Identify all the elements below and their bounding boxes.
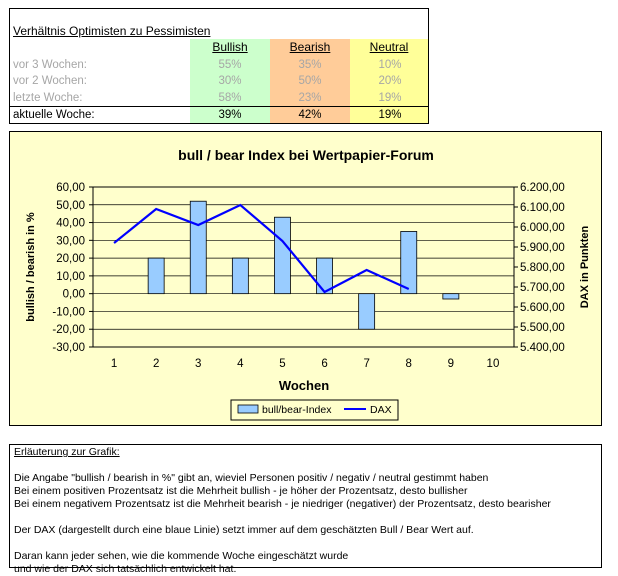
y-right-tick-label: 5.800,00 bbox=[520, 262, 565, 274]
explanation-line: Der DAX (dargestellt durch eine blaue Li… bbox=[14, 524, 474, 536]
x-tick-label: 10 bbox=[487, 358, 500, 370]
chart-svg: bull / bear Index bei Wertpapier-Forum 6… bbox=[25, 147, 591, 421]
y-right-tick-label: 6.100,00 bbox=[520, 202, 565, 214]
dax-line bbox=[113, 203, 410, 294]
y-left-tick-label: 0,00 bbox=[63, 289, 85, 301]
y-right-tick-label: 6.000,00 bbox=[520, 222, 565, 234]
cell-bearish: 50% bbox=[298, 75, 322, 87]
cell-bullish: 30% bbox=[218, 75, 242, 87]
cell-bullish: 58% bbox=[218, 92, 242, 104]
bar bbox=[358, 293, 376, 330]
row-label: letzte Woche: bbox=[13, 92, 83, 104]
explanation-heading: Erläuterung zur Grafik: bbox=[14, 446, 120, 458]
bar bbox=[231, 257, 249, 295]
table-title: Verhältnis Optimisten zu Pessimisten bbox=[13, 24, 211, 38]
row-label: aktuelle Woche: bbox=[13, 109, 95, 121]
x-tick-label: 4 bbox=[237, 358, 244, 370]
cell-neutral: 10% bbox=[378, 59, 402, 71]
y-axis-right-label: DAX in Punkten bbox=[579, 225, 591, 308]
bar bbox=[147, 257, 165, 295]
y-left-tick-label: -30,00 bbox=[52, 342, 85, 354]
explanation-box: Erläuterung zur Grafik: Die Angabe "bull… bbox=[9, 444, 602, 575]
y-left-tick-label: 10,00 bbox=[56, 271, 85, 283]
line-layer bbox=[113, 203, 410, 294]
y-right-tick-label: 5.500,00 bbox=[520, 322, 565, 334]
y-right-tick-label: 5.900,00 bbox=[520, 242, 565, 254]
cell-neutral: 19% bbox=[378, 109, 402, 121]
explanation-line: Die Angabe "bullish / bearish in %" gibt… bbox=[14, 472, 489, 484]
cell-bearish: 42% bbox=[298, 109, 322, 121]
x-tick-label: 6 bbox=[321, 358, 327, 370]
neutral-column-bg bbox=[350, 39, 428, 123]
cell-neutral: 19% bbox=[378, 92, 402, 104]
x-tick-label: 5 bbox=[279, 358, 285, 370]
cell-bearish: 35% bbox=[298, 59, 322, 71]
y-left-tick-label: 50,00 bbox=[56, 200, 85, 212]
header-neutral: Neutral bbox=[369, 40, 409, 54]
y-right-tick-label: 5.600,00 bbox=[520, 302, 565, 314]
y-axis-left-label: bullish / bearish in % bbox=[25, 212, 37, 322]
row-divider bbox=[10, 106, 428, 107]
row-label: vor 2 Wochen: bbox=[13, 75, 87, 87]
x-tick-label: 2 bbox=[153, 358, 159, 370]
header-bearish: Bearish bbox=[289, 40, 331, 54]
y-left-tick-label: 30,00 bbox=[56, 235, 85, 247]
sentiment-table: Verhältnis Optimisten zu Pessimisten Bul… bbox=[9, 8, 429, 124]
row-label: vor 3 Wochen: bbox=[13, 59, 87, 71]
bar bbox=[316, 257, 333, 295]
legend-label-bars: bull/bear-Index bbox=[262, 404, 332, 416]
bar bbox=[442, 293, 460, 300]
y-right-tick-label: 6.200,00 bbox=[520, 182, 565, 194]
x-tick-label: 7 bbox=[363, 358, 369, 370]
explanation-line: Daran kann jeder sehen, wie die kommende… bbox=[14, 550, 349, 562]
chart-panel: bull / bear Index bei Wertpapier-Forum 6… bbox=[9, 131, 602, 426]
tick-layer: 60,00 50,00 40,00 30,00 20,00 10,00 0,00 -10,00… bbox=[52, 182, 564, 370]
x-axis-label: Wochen bbox=[279, 378, 329, 393]
cell-bullish: 39% bbox=[218, 109, 242, 121]
y-left-tick-label: 40,00 bbox=[56, 218, 85, 230]
y-left-tick-label: 60,00 bbox=[56, 182, 85, 194]
legend-bar-swatch bbox=[237, 404, 259, 414]
bar bbox=[274, 216, 291, 295]
y-right-tick-label: 5.400,00 bbox=[520, 342, 565, 354]
y-left-tick-label: -10,00 bbox=[52, 306, 85, 318]
bar bbox=[400, 231, 418, 295]
y-left-tick-label: -20,00 bbox=[52, 324, 85, 336]
bullish-column-bg bbox=[190, 39, 270, 123]
legend-box bbox=[230, 399, 399, 421]
x-tick-label: 8 bbox=[406, 358, 412, 370]
chart-title: bull / bear Index bei Wertpapier-Forum bbox=[178, 147, 434, 163]
explanation-line: und wie der DAX sich tatsächlich entwick… bbox=[14, 563, 237, 575]
y-right-tick-label: 5.700,00 bbox=[520, 282, 565, 294]
x-tick-label: 3 bbox=[195, 358, 201, 370]
cell-bearish: 23% bbox=[298, 92, 322, 104]
header-bullish: Bullish bbox=[212, 40, 248, 54]
cell-bullish: 55% bbox=[218, 59, 242, 71]
x-tick-label: 9 bbox=[448, 358, 454, 370]
x-tick-label: 1 bbox=[111, 358, 117, 370]
explanation-line: Bei einem positiven Prozentsatz ist die … bbox=[14, 485, 468, 497]
bar bbox=[189, 200, 207, 295]
bearish-column-bg bbox=[270, 39, 350, 123]
cell-neutral: 20% bbox=[378, 75, 402, 87]
y-left-tick-label: 20,00 bbox=[56, 253, 85, 265]
legend: bull/bear-Index DAX bbox=[230, 399, 399, 421]
legend-label-line: DAX bbox=[370, 404, 392, 416]
explanation-line: Bei einem negativem Prozentsatz ist die … bbox=[14, 498, 551, 510]
